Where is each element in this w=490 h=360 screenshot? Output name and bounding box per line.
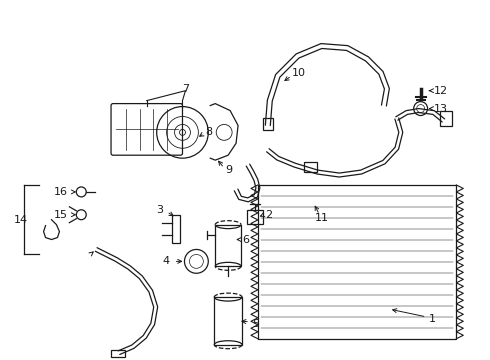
Bar <box>258 185 456 339</box>
Text: 5: 5 <box>252 319 259 329</box>
Text: 7: 7 <box>182 84 189 94</box>
Text: 15: 15 <box>53 210 68 220</box>
Text: 8: 8 <box>205 127 213 138</box>
Text: 6: 6 <box>242 234 249 244</box>
Text: 11: 11 <box>315 213 328 223</box>
Text: 3: 3 <box>156 205 163 215</box>
Text: 14: 14 <box>14 215 28 225</box>
Bar <box>303 162 318 172</box>
Text: 4: 4 <box>163 256 170 266</box>
Bar <box>263 118 273 130</box>
Bar <box>247 210 263 224</box>
Bar <box>172 215 179 243</box>
Bar <box>214 297 242 345</box>
Text: 13: 13 <box>434 104 447 113</box>
Bar <box>111 350 125 357</box>
Text: 2: 2 <box>265 210 272 220</box>
Text: 10: 10 <box>292 68 306 78</box>
Text: 16: 16 <box>53 187 68 197</box>
Bar <box>441 111 452 126</box>
Text: 12: 12 <box>434 86 448 96</box>
Text: 1: 1 <box>429 314 436 324</box>
Text: 9: 9 <box>225 165 232 175</box>
Bar <box>215 225 241 266</box>
